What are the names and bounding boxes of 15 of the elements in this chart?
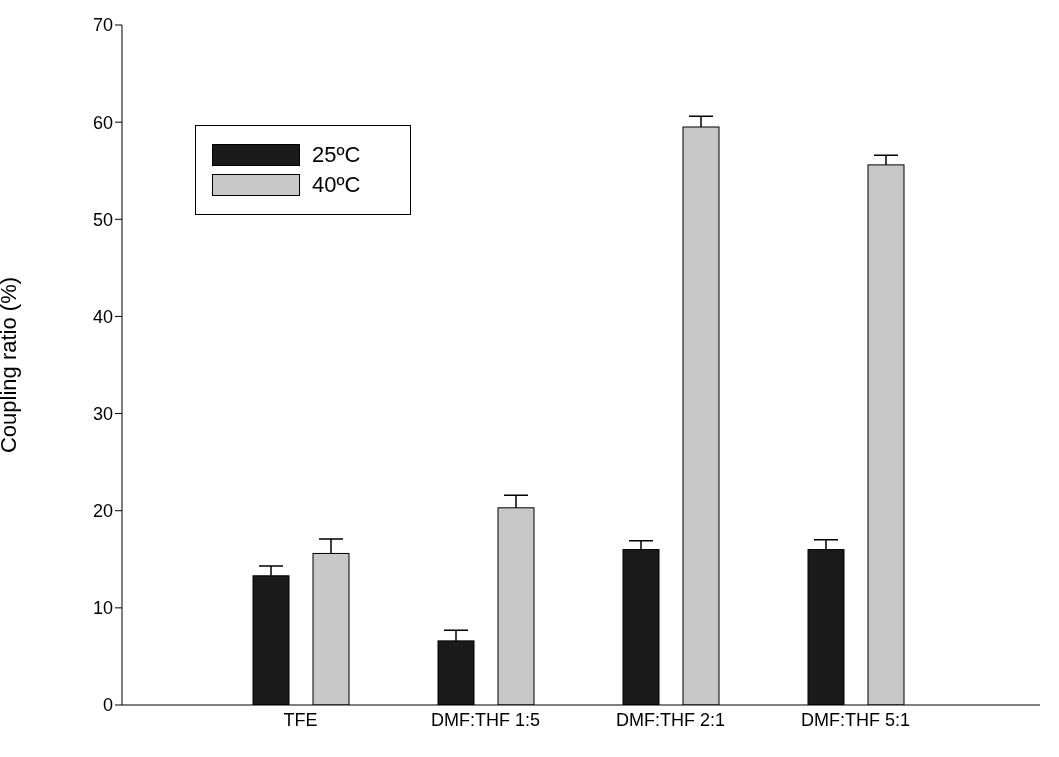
y-tick-label: 20 <box>92 501 113 522</box>
legend-label: 25ºC <box>312 142 361 168</box>
y-tick-label: 50 <box>92 209 113 230</box>
legend-label: 40ºC <box>312 172 361 198</box>
y-tick-label: 40 <box>92 306 113 327</box>
x-tick-label: DMF:THF 2:1 <box>615 709 726 730</box>
y-tick-label: 70 <box>92 15 113 36</box>
y-tick-label: 30 <box>92 403 113 424</box>
x-tick-label: DMF:THF 5:1 <box>800 709 911 730</box>
y-tick-label: 10 <box>92 598 113 619</box>
y-tick-label: 60 <box>92 112 113 133</box>
x-tick-label: DMF:THF 1:5 <box>430 709 541 730</box>
y-tick-label: 0 <box>102 695 113 716</box>
x-tick-label: TFE <box>283 709 318 730</box>
y-axis-title: Coupling ratio (%) <box>0 276 21 454</box>
